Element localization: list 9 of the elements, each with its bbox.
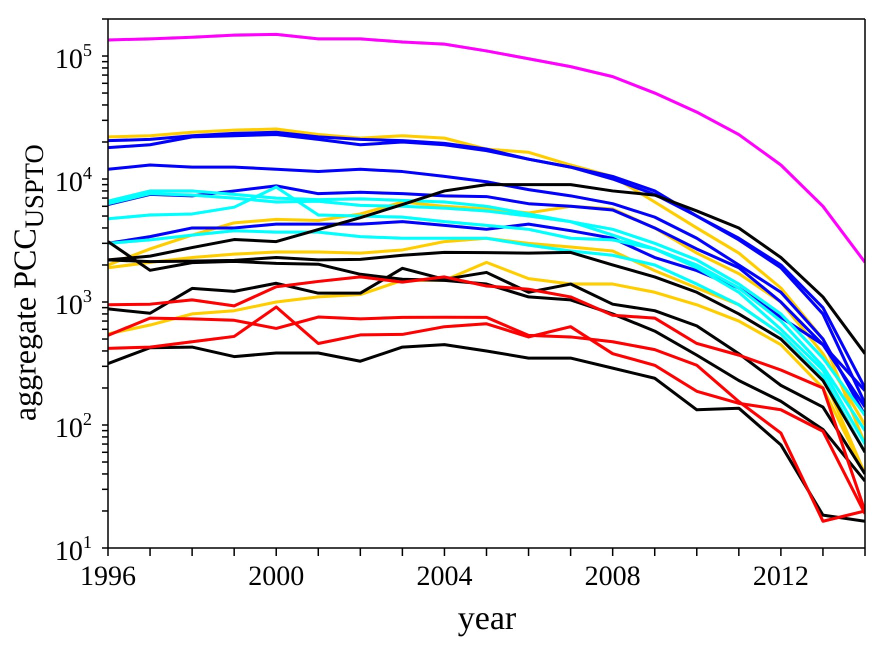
x-tick-label: 2004 (416, 561, 472, 592)
x-axis-title: year (456, 600, 518, 638)
y-tick-label: 10$^{3}$ (54, 286, 92, 322)
x-tick-label: 2008 (584, 561, 641, 592)
x-tick-label: 2000 (248, 561, 304, 592)
x-tick-label: 2012 (752, 561, 809, 592)
y-tick-label: 10$^{5}$ (54, 40, 92, 76)
y-tick-label: 10$^{2}$ (54, 409, 92, 444)
y-tick-label: 10$^{4}$ (54, 163, 92, 198)
